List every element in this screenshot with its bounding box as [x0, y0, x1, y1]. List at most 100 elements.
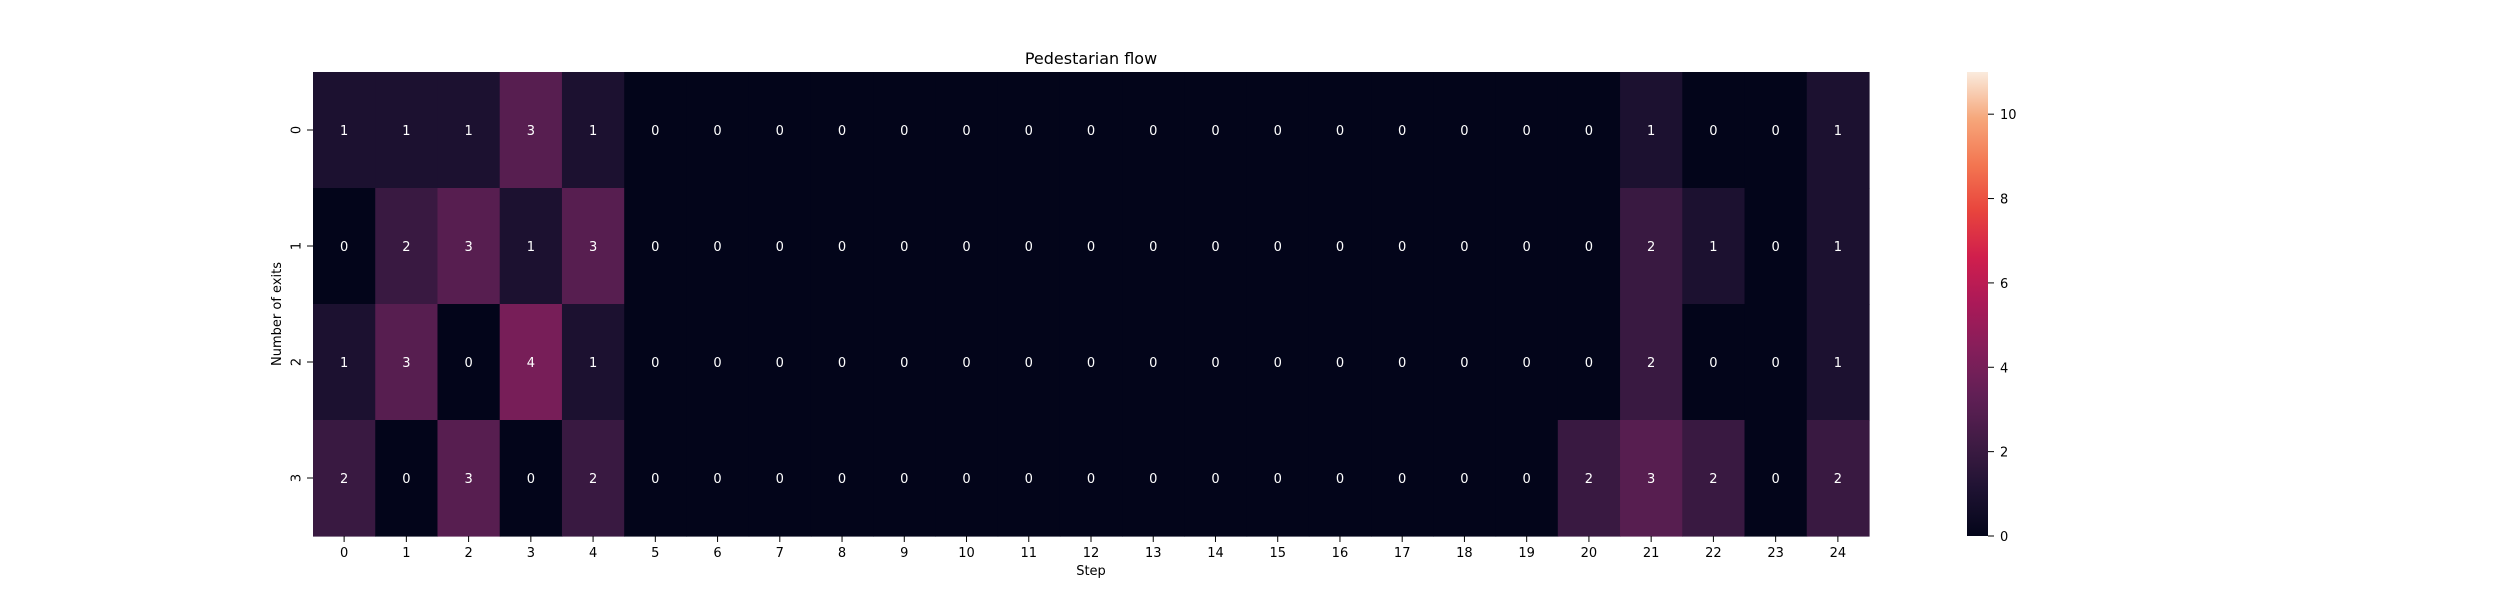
- x-tick-label: 0: [340, 546, 348, 561]
- cell-value-label: 1: [402, 124, 410, 139]
- heatmap-cell: [686, 304, 750, 421]
- cell-value-label: 0: [651, 472, 659, 487]
- cell-value-label: 0: [900, 356, 908, 371]
- cell-value-label: 1: [1834, 124, 1842, 139]
- heatmap-cell: [1744, 304, 1808, 421]
- heatmap-cell: [1620, 304, 1683, 421]
- heatmap-cell: [561, 304, 625, 421]
- cell-value-label: 0: [1336, 472, 1344, 487]
- cell-value-label: 0: [1771, 124, 1779, 139]
- x-tick-label: 16: [1332, 546, 1349, 561]
- heatmap-cell: [1682, 304, 1746, 421]
- cell-value-label: 0: [1398, 124, 1406, 139]
- heatmap-cell: [997, 188, 1061, 305]
- cell-value-label: 0: [1523, 240, 1531, 255]
- cell-value-label: 0: [900, 472, 908, 487]
- heatmap-cell: [873, 188, 936, 305]
- cell-value-label: 0: [1771, 240, 1779, 255]
- heatmap-cell: [1371, 188, 1434, 305]
- cell-value-label: 0: [838, 240, 846, 255]
- cell-value-label: 0: [1771, 356, 1779, 371]
- heatmap-cell: [748, 72, 812, 189]
- heatmap-cell: [810, 420, 874, 537]
- heatmap-cell: [997, 420, 1061, 537]
- cell-value-label: 0: [838, 356, 846, 371]
- heatmap-cell: [1059, 188, 1123, 305]
- cell-value-label: 0: [1771, 472, 1779, 487]
- cell-value-label: 0: [1087, 240, 1095, 255]
- x-tick-label: 20: [1581, 546, 1598, 561]
- heatmap-cell: [1308, 420, 1372, 537]
- cell-value-label: 1: [340, 356, 348, 371]
- cell-value-label: 0: [962, 472, 970, 487]
- cell-value-label: 2: [1709, 472, 1717, 487]
- cell-value-label: 0: [1398, 356, 1406, 371]
- x-tick-label: 2: [464, 546, 472, 561]
- heatmap-cell: [1246, 188, 1310, 305]
- cell-value-label: 0: [776, 124, 784, 139]
- cell-value-label: 2: [1585, 472, 1593, 487]
- heatmap-cells: [313, 72, 1870, 537]
- heatmap-cell: [1620, 420, 1683, 537]
- heatmap-cell: [437, 72, 501, 189]
- cell-value-label: 0: [838, 124, 846, 139]
- x-tick-label: 17: [1394, 546, 1411, 561]
- cell-annotations: 1 1 1 3 1 0 0 0 0 0 0 0 0 0 0 0 0 0 0 0 0 1 0 0 1 0 2 3 1 3 0 0 0 0 0 0 0 0 0 0…: [340, 124, 1842, 487]
- heatmap-cell: [1184, 420, 1248, 537]
- heatmap-cell: [1371, 304, 1434, 421]
- colorbar-tick-label: 10: [2000, 108, 2017, 123]
- heatmap-cell: [1806, 304, 1870, 421]
- heatmap-cell: [313, 420, 376, 537]
- cell-value-label: 0: [713, 124, 721, 139]
- colorbar-tick-label: 2: [2000, 446, 2008, 461]
- heatmap-cell: [624, 304, 688, 421]
- heatmap-cell: [1122, 72, 1185, 189]
- cell-value-label: 0: [1025, 356, 1033, 371]
- cell-value-label: 0: [900, 240, 908, 255]
- cell-value-label: 1: [589, 124, 597, 139]
- colorbar-tick-label: 6: [2000, 277, 2008, 292]
- cell-value-label: 0: [1585, 356, 1593, 371]
- cell-value-label: 0: [1087, 124, 1095, 139]
- heatmap-cell: [1495, 304, 1559, 421]
- cell-value-label: 0: [1211, 124, 1219, 139]
- cell-value-label: 4: [527, 356, 535, 371]
- colorbar-ticks: 0 2 4 6 8 10: [1988, 108, 2017, 545]
- cell-value-label: 0: [1025, 472, 1033, 487]
- cell-value-label: 2: [340, 472, 348, 487]
- x-tick-label: 6: [713, 546, 721, 561]
- heatmap-cell: [1806, 420, 1870, 537]
- heatmap-cell: [1744, 420, 1808, 537]
- cell-value-label: 2: [1647, 240, 1655, 255]
- cell-value-label: 3: [589, 240, 597, 255]
- cell-value-label: 0: [713, 472, 721, 487]
- cell-value-label: 0: [962, 240, 970, 255]
- heatmap-cell: [810, 72, 874, 189]
- heatmap-cell: [810, 304, 874, 421]
- cell-value-label: 0: [1709, 356, 1717, 371]
- cell-value-label: 0: [962, 356, 970, 371]
- heatmap-cell: [1246, 304, 1310, 421]
- x-tick-label: 23: [1767, 546, 1784, 561]
- cell-value-label: 3: [402, 356, 410, 371]
- heatmap-cell: [1557, 188, 1621, 305]
- heatmap-cell: [1184, 304, 1248, 421]
- heatmap-cell: [313, 72, 376, 189]
- x-tick-label: 4: [589, 546, 597, 561]
- heatmap-cell: [1122, 304, 1185, 421]
- x-tick-label: 3: [527, 546, 535, 561]
- heatmap-cell: [1806, 188, 1870, 305]
- heatmap-cell: [1059, 304, 1123, 421]
- colorbar-tick-label: 4: [2000, 361, 2008, 376]
- cell-value-label: 0: [776, 472, 784, 487]
- colorbar: [1967, 72, 1988, 536]
- heatmap-cell: [375, 188, 439, 305]
- x-tick-label: 18: [1456, 546, 1473, 561]
- heatmap-cell: [499, 72, 563, 189]
- cell-value-label: 0: [1211, 472, 1219, 487]
- cell-value-label: 0: [713, 240, 721, 255]
- cell-value-label: 0: [651, 124, 659, 139]
- heatmap-cell: [1557, 72, 1621, 189]
